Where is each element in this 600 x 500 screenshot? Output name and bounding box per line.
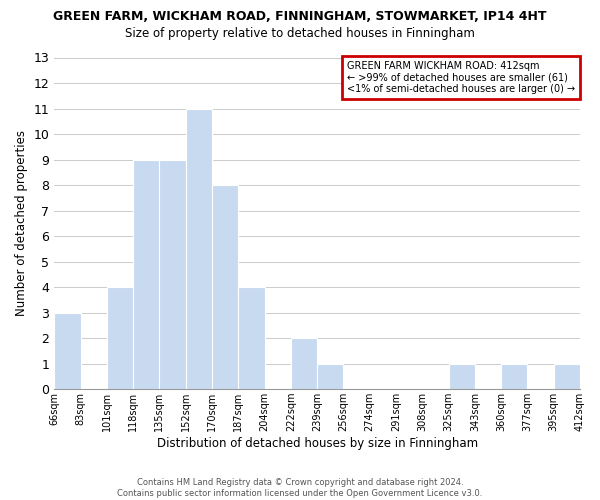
Bar <box>160 160 186 389</box>
Bar <box>212 185 238 389</box>
Text: Size of property relative to detached houses in Finningham: Size of property relative to detached ho… <box>125 28 475 40</box>
Bar <box>291 338 317 389</box>
Text: GREEN FARM, WICKHAM ROAD, FINNINGHAM, STOWMARKET, IP14 4HT: GREEN FARM, WICKHAM ROAD, FINNINGHAM, ST… <box>53 10 547 23</box>
Bar <box>107 287 133 389</box>
Bar <box>54 312 80 389</box>
Text: GREEN FARM WICKHAM ROAD: 412sqm
← >99% of detached houses are smaller (61)
<1% o: GREEN FARM WICKHAM ROAD: 412sqm ← >99% o… <box>347 61 575 94</box>
Bar <box>186 108 212 389</box>
Text: Contains HM Land Registry data © Crown copyright and database right 2024.
Contai: Contains HM Land Registry data © Crown c… <box>118 478 482 498</box>
Bar <box>133 160 160 389</box>
X-axis label: Distribution of detached houses by size in Finningham: Distribution of detached houses by size … <box>157 437 478 450</box>
Bar <box>501 364 527 389</box>
Bar <box>554 364 580 389</box>
Bar <box>238 287 265 389</box>
Y-axis label: Number of detached properties: Number of detached properties <box>15 130 28 316</box>
Bar <box>449 364 475 389</box>
Bar <box>317 364 343 389</box>
